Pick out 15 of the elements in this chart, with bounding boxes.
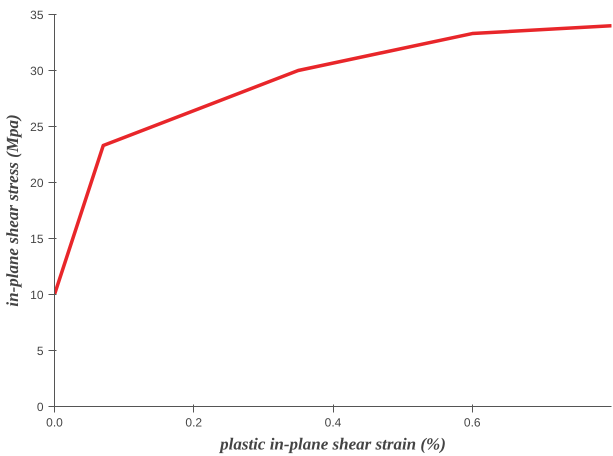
y-axis-title: in-plane shear stress (Mpa) xyxy=(3,114,22,307)
x-tick-label: 0.6 xyxy=(464,416,481,430)
y-tick-label: 5 xyxy=(36,344,44,358)
y-tick-label: 25 xyxy=(30,120,44,134)
y-tick-label: 20 xyxy=(30,176,44,190)
y-tick-label: 35 xyxy=(30,8,44,22)
x-axis-title: plastic in-plane shear strain (%) xyxy=(218,434,446,454)
x-tick-label: 0.2 xyxy=(185,416,202,430)
line-series xyxy=(54,24,612,296)
y-tick-label: 30 xyxy=(30,64,44,78)
y-tick-label: 15 xyxy=(30,232,44,246)
x-tick-label: 0.0 xyxy=(46,416,64,430)
y-tick-label: 0 xyxy=(36,400,44,414)
y-tick-label: 10 xyxy=(30,288,44,302)
x-tick-label: 0.4 xyxy=(324,416,342,430)
